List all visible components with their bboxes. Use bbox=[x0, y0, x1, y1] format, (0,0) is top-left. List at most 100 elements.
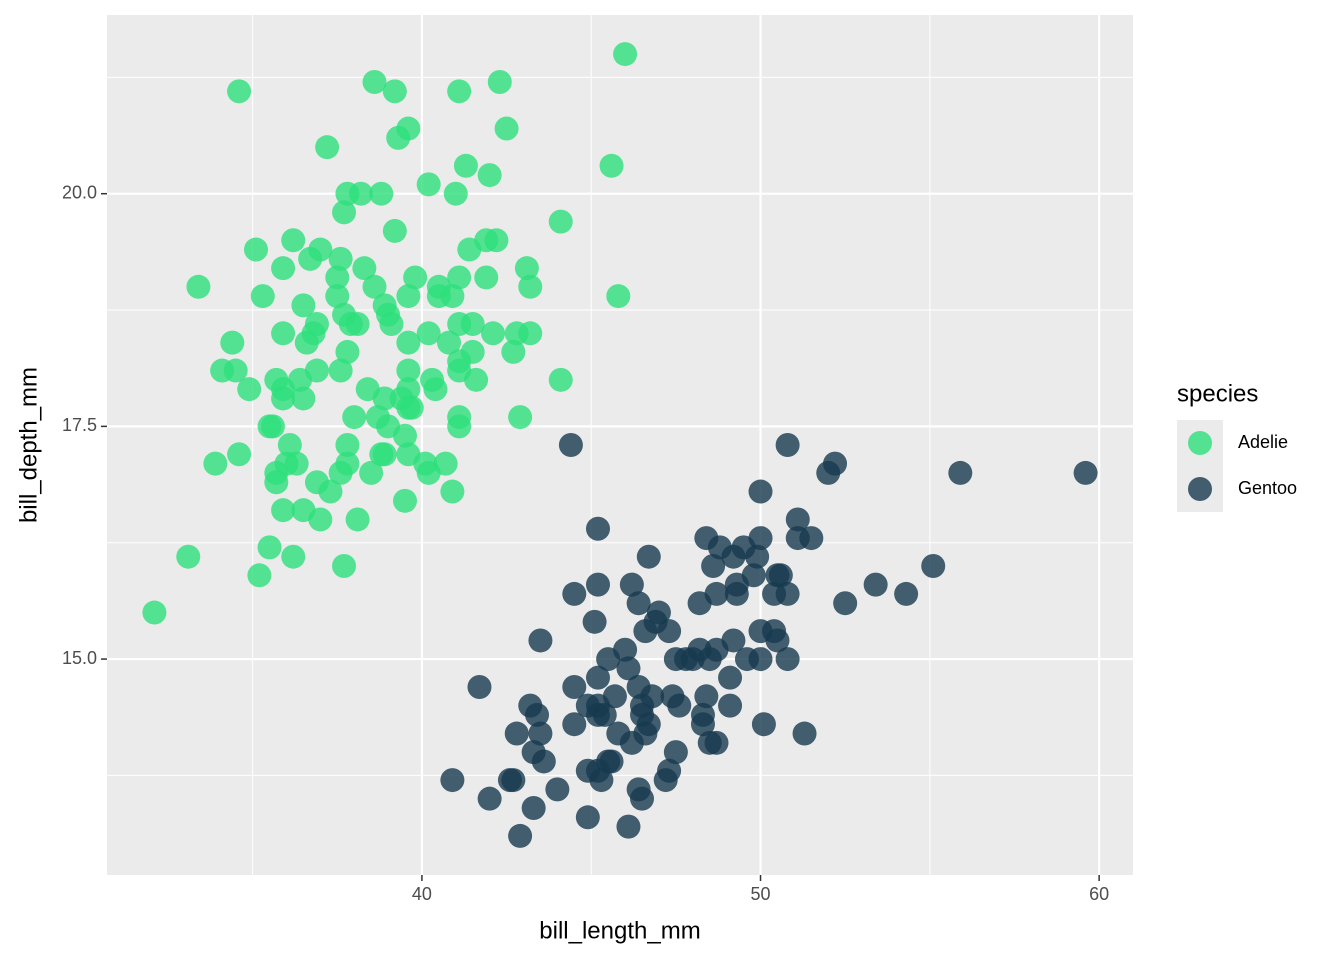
point bbox=[332, 553, 357, 578]
point bbox=[291, 386, 316, 411]
legend-title: species bbox=[1177, 380, 1258, 407]
point bbox=[765, 628, 790, 653]
point bbox=[325, 265, 350, 290]
point bbox=[243, 237, 268, 262]
point bbox=[718, 693, 743, 718]
point bbox=[690, 712, 715, 737]
point bbox=[294, 330, 319, 355]
point bbox=[582, 609, 607, 634]
y-tick-label: 15.0 bbox=[62, 648, 97, 668]
point bbox=[616, 656, 641, 681]
point bbox=[548, 209, 573, 234]
point bbox=[260, 414, 285, 439]
point bbox=[291, 293, 316, 318]
point bbox=[379, 312, 404, 337]
point bbox=[227, 442, 252, 467]
point bbox=[447, 79, 472, 104]
point bbox=[257, 535, 282, 560]
point bbox=[362, 274, 387, 299]
point bbox=[460, 312, 485, 337]
point bbox=[721, 544, 746, 569]
point bbox=[718, 665, 743, 690]
point bbox=[440, 284, 465, 309]
point bbox=[392, 423, 417, 448]
point bbox=[423, 377, 448, 402]
point bbox=[362, 70, 387, 95]
point bbox=[342, 405, 367, 430]
point bbox=[223, 358, 248, 383]
point bbox=[680, 647, 705, 672]
point bbox=[264, 470, 289, 495]
point bbox=[345, 507, 370, 532]
point bbox=[548, 367, 573, 392]
point bbox=[484, 228, 509, 253]
point bbox=[328, 358, 353, 383]
point bbox=[335, 339, 360, 364]
point bbox=[894, 581, 919, 606]
point bbox=[562, 581, 587, 606]
y-axis-title: bill_depth_mm bbox=[15, 367, 42, 523]
point bbox=[382, 79, 407, 104]
point bbox=[589, 768, 614, 793]
point bbox=[447, 265, 472, 290]
point bbox=[176, 544, 201, 569]
point bbox=[775, 581, 800, 606]
point bbox=[575, 805, 600, 830]
point bbox=[613, 42, 638, 67]
point bbox=[687, 591, 712, 616]
point bbox=[481, 321, 506, 346]
point bbox=[237, 377, 262, 402]
point bbox=[396, 358, 421, 383]
point bbox=[416, 172, 441, 197]
point bbox=[694, 684, 719, 709]
point bbox=[372, 442, 397, 467]
point bbox=[545, 777, 570, 802]
point bbox=[514, 256, 539, 281]
point bbox=[328, 246, 353, 271]
point bbox=[921, 553, 946, 578]
point bbox=[751, 712, 776, 737]
point bbox=[508, 405, 533, 430]
point bbox=[477, 163, 502, 188]
point bbox=[348, 181, 373, 206]
point bbox=[585, 516, 610, 541]
point bbox=[863, 572, 888, 597]
x-tick-label: 40 bbox=[412, 884, 432, 904]
point bbox=[186, 274, 211, 299]
point bbox=[386, 125, 411, 150]
point bbox=[521, 795, 546, 820]
point bbox=[271, 321, 296, 346]
point bbox=[453, 153, 478, 178]
point bbox=[525, 702, 550, 727]
point bbox=[704, 730, 729, 755]
point bbox=[369, 181, 394, 206]
point bbox=[636, 544, 661, 569]
point bbox=[447, 414, 472, 439]
point bbox=[392, 488, 417, 513]
point bbox=[142, 600, 167, 625]
point bbox=[271, 386, 296, 411]
point bbox=[948, 460, 973, 485]
point bbox=[606, 284, 631, 309]
point bbox=[799, 526, 824, 551]
point bbox=[220, 330, 245, 355]
point bbox=[748, 479, 773, 504]
point bbox=[585, 702, 610, 727]
y-tick-label: 17.5 bbox=[62, 415, 97, 435]
y-tick-label: 20.0 bbox=[62, 182, 97, 202]
point bbox=[663, 740, 688, 765]
point bbox=[653, 768, 678, 793]
point bbox=[657, 619, 682, 644]
point bbox=[247, 563, 272, 588]
x-axis-title: bill_length_mm bbox=[539, 917, 700, 944]
point bbox=[518, 321, 543, 346]
point bbox=[284, 451, 309, 476]
point bbox=[504, 721, 529, 746]
point bbox=[345, 312, 370, 337]
point bbox=[474, 265, 499, 290]
point bbox=[440, 768, 465, 793]
point bbox=[464, 367, 489, 392]
legend-label: Gentoo bbox=[1238, 478, 1297, 498]
point bbox=[785, 507, 810, 532]
point bbox=[768, 563, 793, 588]
